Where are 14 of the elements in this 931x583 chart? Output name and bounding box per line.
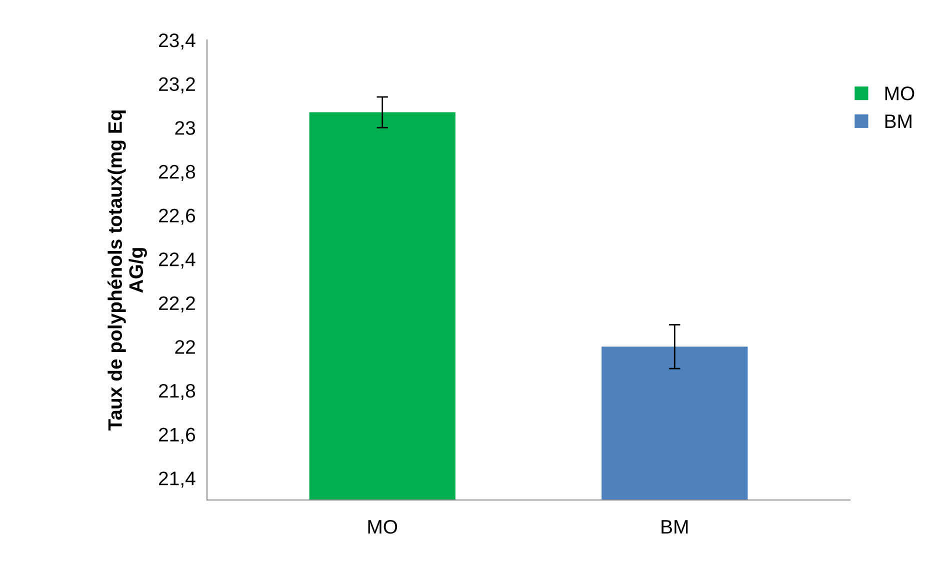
y-tick-label: 23,2 bbox=[159, 77, 195, 94]
y-tick-label: 22,6 bbox=[159, 208, 196, 225]
y-tick-label: 23 bbox=[175, 121, 196, 135]
y-tick-label: 22,2 bbox=[159, 296, 195, 312]
y-axis-title: Taux de polyphénols totaux(mg Eq AG/g bbox=[108, 110, 147, 431]
legend-label: MO bbox=[885, 86, 914, 100]
legend-label: BM bbox=[885, 114, 912, 128]
y-tick-label: 22,8 bbox=[159, 164, 196, 181]
y-tick-label: 23,4 bbox=[159, 33, 196, 50]
y-tick-label: 21,8 bbox=[159, 384, 196, 400]
y-tick-label: 22,4 bbox=[159, 252, 196, 269]
y-tick-label: 21,4 bbox=[159, 472, 196, 488]
y-tick-label: 21,6 bbox=[159, 428, 196, 444]
y-tick-label: 22 bbox=[175, 340, 195, 354]
